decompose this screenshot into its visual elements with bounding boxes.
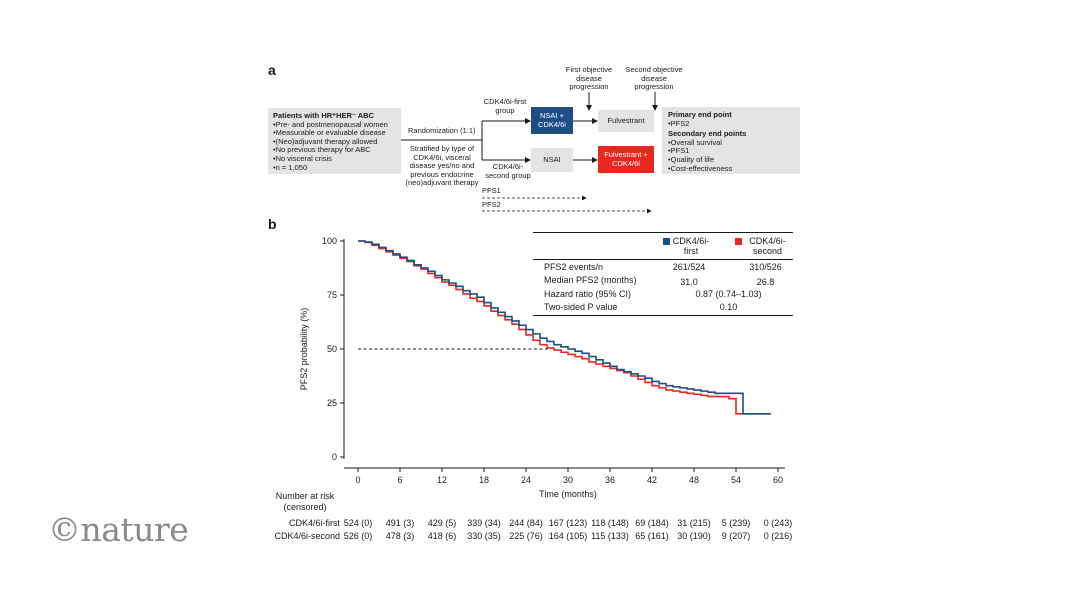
risk-value: 0 (243) — [763, 518, 793, 528]
row-median-second: 26.8 — [756, 277, 775, 287]
panel-a-letter: a — [268, 62, 276, 78]
x-tick-label: 18 — [479, 475, 489, 485]
legend-second-swatch — [735, 238, 742, 245]
patients-criteria-list: Pre- and postmenopausal women Measurable… — [273, 120, 396, 173]
risk-second-label: CDK4/6i-second — [274, 531, 340, 541]
risk-value: 339 (34) — [467, 518, 501, 528]
secondary-endpoint-item: PFS1 — [668, 147, 794, 156]
risk-value: 478 (3) — [385, 531, 415, 541]
risk-value: 167 (123) — [548, 518, 588, 528]
pfs1-label: PFS1 — [482, 186, 501, 195]
patients-criterion: Measurable or evaluable disease — [273, 129, 396, 138]
fulvestrant-cdk-box: Fulvestrant + CDK4/6i — [598, 146, 654, 173]
risk-value: 5 (239) — [721, 518, 751, 528]
primary-endpoint-title: Primary end point — [668, 110, 732, 119]
x-tick-label: 54 — [731, 475, 741, 485]
y-tick-label: 100 — [322, 236, 337, 246]
x-tick-label: 30 — [563, 475, 573, 485]
panel-b-letter: b — [268, 216, 277, 232]
risk-value: 30 (190) — [677, 531, 711, 541]
km-plot: 0 25 50 75 100 0 6 12 18 24 30 36 42 48 54 60 Time (mont… — [299, 236, 785, 499]
patients-box-title: Patients with HR⁺HER⁻ ABC — [273, 111, 374, 120]
risk-value: 244 (84) — [509, 518, 543, 528]
risk-value: 164 (105) — [548, 531, 588, 541]
y-tick-label: 50 — [327, 344, 337, 354]
x-axis-label: Time (months) — [539, 489, 597, 499]
number-at-risk-label: Number at risk (censored) — [275, 491, 335, 512]
second-group-label: CDK4/6i-second group — [485, 162, 531, 180]
row-hr-value: 0.87 (0.74–1.03) — [695, 289, 762, 299]
x-tick-label: 24 — [521, 475, 531, 485]
stratification-note: Stratified by type of CDK4/6i, visceral … — [405, 144, 479, 188]
risk-value: 330 (35) — [467, 531, 501, 541]
nsai-box: NSAI — [531, 148, 573, 172]
risk-value: 524 (0) — [343, 518, 373, 528]
results-table: CDK4/6i-first CDK4/6i-second PFS2 events… — [533, 232, 793, 316]
km-curve-CDK4/6i-first — [358, 240, 771, 415]
risk-value: 118 (148) — [591, 518, 629, 528]
risk-value: 526 (0) — [343, 531, 373, 541]
first-progression-label: First objective disease progression — [565, 65, 613, 92]
x-tick-label: 48 — [689, 475, 699, 485]
km-curve-CDK4/6i-second — [358, 240, 771, 415]
risk-value: 31 (215) — [677, 518, 711, 528]
nature-logo: ©nature — [48, 510, 189, 549]
pfs2-label: PFS2 — [482, 200, 501, 209]
row-hr-label: Hazard ratio (95% CI) — [544, 289, 632, 299]
row-median-first: 31.0 — [680, 277, 698, 287]
secondary-endpoint-list: Overall survival PFS1 Quality of life Co… — [668, 138, 794, 174]
second-progression-label: Second objective disease progression — [625, 65, 683, 92]
secondary-endpoint-item: Cost-effectiveness — [668, 164, 794, 174]
secondary-endpoint-item: Overall survival — [668, 138, 794, 148]
y-tick-label: 0 — [332, 452, 337, 462]
patients-criterion: n = 1,050 — [273, 163, 396, 173]
legend-first-label: CDK4/6i-first — [672, 236, 710, 256]
x-tick-label: 42 — [647, 475, 657, 485]
risk-value: 225 (76) — [509, 531, 543, 541]
study-design-arrows — [401, 92, 658, 214]
secondary-endpoint-item: Quality of life — [668, 155, 794, 165]
risk-value: 0 (216) — [763, 531, 793, 541]
table-bottom-rule — [533, 315, 793, 316]
row-events-first: 261/524 — [672, 262, 706, 272]
row-pvalue-label: Two-sided P value — [544, 302, 618, 312]
endpoints-box: Primary end point PFS2 Secondary end poi… — [662, 107, 800, 174]
table-header-rule — [533, 259, 793, 260]
row-events-second: 310/526 — [749, 262, 782, 272]
secondary-endpoint-title: Secondary end points — [668, 129, 747, 139]
risk-value: 115 (133) — [591, 531, 629, 541]
row-events-label: PFS2 events/n — [544, 262, 604, 272]
y-tick-label: 75 — [327, 290, 337, 300]
y-axis-label: PFS2 probability (%) — [299, 308, 309, 391]
risk-value: 9 (207) — [721, 531, 751, 541]
row-median-label: Median PFS2 (months) — [544, 275, 637, 285]
risk-value: 491 (3) — [385, 518, 415, 528]
x-tick-label: 60 — [773, 475, 783, 485]
row-pvalue-value: 0.10 — [719, 302, 738, 312]
primary-endpoint-list: PFS2 — [668, 119, 794, 129]
patients-criterion: No visceral crisis — [273, 154, 396, 164]
risk-value: 69 (184) — [635, 518, 669, 528]
patients-box: Patients with HR⁺HER⁻ ABC Pre- and postm… — [268, 108, 401, 174]
randomization-label: Randomization (1:1) — [408, 126, 476, 135]
x-tick-label: 12 — [437, 475, 447, 485]
risk-value: 429 (5) — [427, 518, 457, 528]
patients-criterion: Pre- and postmenopausal women — [273, 120, 396, 130]
x-tick-label: 36 — [605, 475, 615, 485]
legend-second-label: CDK4/6i-second — [749, 236, 786, 256]
table-top-rule — [533, 232, 793, 233]
patients-criterion: (Neo)adjuvant therapy allowed — [273, 137, 396, 147]
x-tick-label: 6 — [397, 475, 402, 485]
legend-first-swatch — [663, 238, 670, 245]
x-tick-label: 0 — [355, 475, 360, 485]
patients-criterion: No previous therapy for ABC — [273, 146, 396, 155]
first-group-label: CDK4/6i-first group — [483, 97, 527, 115]
risk-value: 65 (161) — [635, 531, 669, 541]
nsai-cdk-box: NSAI + CDK4/6i — [531, 107, 573, 134]
primary-endpoint-item: PFS2 — [668, 119, 794, 129]
fulvestrant-box: Fulvestrant — [598, 110, 654, 132]
risk-first-label: CDK4/6i-first — [288, 518, 340, 528]
y-tick-label: 25 — [327, 398, 337, 408]
risk-value: 418 (6) — [427, 531, 457, 541]
